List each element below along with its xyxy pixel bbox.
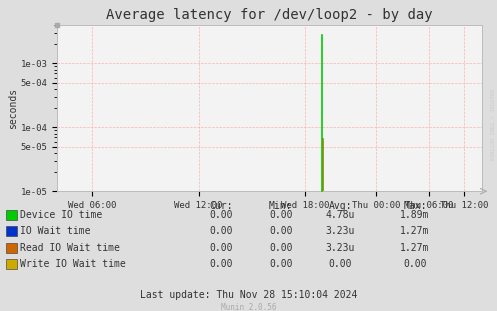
Text: 1.27m: 1.27m [400,243,430,253]
Text: Cur:: Cur: [209,201,233,211]
Text: 0.00: 0.00 [209,259,233,269]
Text: 4.78u: 4.78u [326,210,355,220]
Text: Last update: Thu Nov 28 15:10:04 2024: Last update: Thu Nov 28 15:10:04 2024 [140,290,357,300]
Text: 0.00: 0.00 [269,259,293,269]
Text: IO Wait time: IO Wait time [20,226,90,236]
Text: Device IO time: Device IO time [20,210,102,220]
Text: 3.23u: 3.23u [326,243,355,253]
Text: 0.00: 0.00 [269,210,293,220]
Y-axis label: seconds: seconds [8,87,18,129]
Text: Munin 2.0.56: Munin 2.0.56 [221,303,276,311]
Text: 1.27m: 1.27m [400,226,430,236]
Text: RRDTOOL / TOBI OETIKER: RRDTOOL / TOBI OETIKER [489,89,494,160]
Title: Average latency for /dev/loop2 - by day: Average latency for /dev/loop2 - by day [106,8,433,22]
Text: Write IO Wait time: Write IO Wait time [20,259,126,269]
Text: 3.23u: 3.23u [326,226,355,236]
Text: 0.00: 0.00 [269,226,293,236]
Text: Min:: Min: [269,201,293,211]
Text: 0.00: 0.00 [209,210,233,220]
Text: Max:: Max: [403,201,427,211]
Text: 0.00: 0.00 [209,226,233,236]
Text: 0.00: 0.00 [329,259,352,269]
Text: 1.89m: 1.89m [400,210,430,220]
Text: 0.00: 0.00 [209,243,233,253]
Text: Read IO Wait time: Read IO Wait time [20,243,120,253]
Text: Avg:: Avg: [329,201,352,211]
Text: 0.00: 0.00 [269,243,293,253]
Text: 0.00: 0.00 [403,259,427,269]
